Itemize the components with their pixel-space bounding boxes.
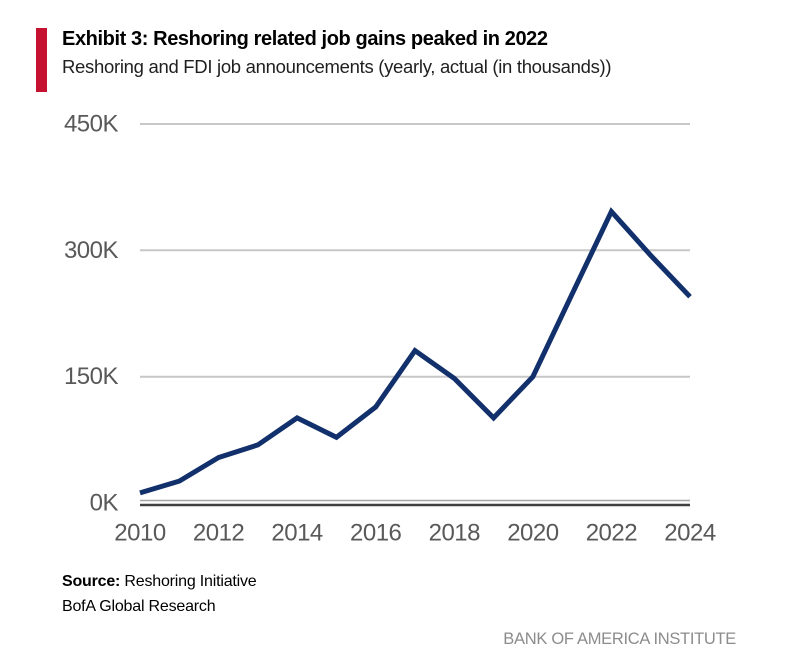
source-text: Reshoring Initiative — [120, 573, 257, 590]
header: Exhibit 3: Reshoring related job gains p… — [62, 26, 762, 78]
source-line-2: BofA Global Research — [62, 597, 216, 615]
exhibit-title: Exhibit 3: Reshoring related job gains p… — [62, 28, 548, 50]
x-tick-2014: 2014 — [271, 520, 323, 547]
chart-area: 450K 300K 150K 0K 2010 2012 2014 2016 20… — [0, 105, 788, 560]
line-chart: 450K 300K 150K 0K 2010 2012 2014 2016 20… — [64, 111, 716, 547]
x-tick-2022: 2022 — [586, 520, 638, 547]
y-tick-150k: 150K — [64, 363, 119, 390]
y-tick-0k: 0K — [90, 490, 119, 517]
data-line — [139, 207, 692, 496]
accent-bar — [36, 28, 47, 92]
source-label: Source: — [62, 573, 121, 590]
institute-branding: BANK OF AMERICA INSTITUTE — [503, 630, 736, 648]
source-line-1: Source: Reshoring Initiative — [62, 570, 257, 595]
y-tick-300k: 300K — [64, 237, 119, 264]
x-tick-2018: 2018 — [429, 520, 481, 547]
source-block: Source: Reshoring Initiative BofA Global… — [62, 570, 257, 620]
y-tick-450k: 450K — [64, 111, 119, 138]
x-tick-2012: 2012 — [193, 520, 245, 547]
x-tick-2016: 2016 — [350, 520, 402, 547]
chart-subtitle: Reshoring and FDI job announcements (yea… — [62, 56, 612, 77]
x-tick-2020: 2020 — [507, 520, 559, 547]
x-tick-2010: 2010 — [114, 520, 166, 547]
x-tick-2024: 2024 — [664, 520, 716, 547]
